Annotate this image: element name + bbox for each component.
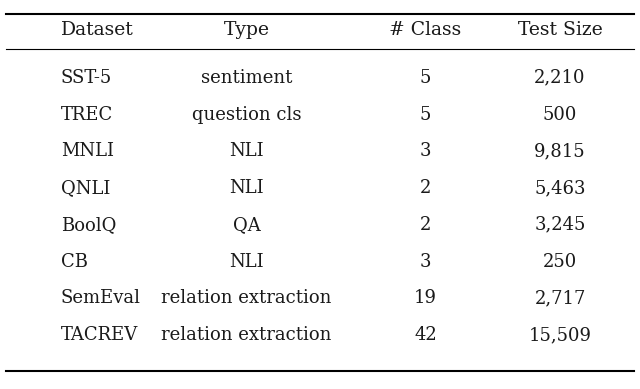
Text: 5: 5 [420,105,431,124]
Text: 2: 2 [420,216,431,234]
Text: TACREV: TACREV [61,326,138,344]
Text: Dataset: Dataset [61,21,134,39]
Text: 3: 3 [420,252,431,271]
Text: TREC: TREC [61,105,113,124]
Text: CB: CB [61,252,88,271]
Text: 42: 42 [414,326,437,344]
Text: 2: 2 [420,179,431,197]
Text: Test Size: Test Size [518,21,602,39]
Text: 500: 500 [543,105,577,124]
Text: MNLI: MNLI [61,142,114,160]
Text: BoolQ: BoolQ [61,216,116,234]
Text: 2,210: 2,210 [534,69,586,87]
Text: 250: 250 [543,252,577,271]
Text: QA: QA [232,216,260,234]
Text: sentiment: sentiment [201,69,292,87]
Text: relation extraction: relation extraction [161,326,332,344]
Text: 15,509: 15,509 [529,326,591,344]
Text: 5: 5 [420,69,431,87]
Text: NLI: NLI [229,142,264,160]
Text: question cls: question cls [191,105,301,124]
Text: SST-5: SST-5 [61,69,112,87]
Text: SemEval: SemEval [61,289,141,307]
Text: 3: 3 [420,142,431,160]
Text: 2,717: 2,717 [534,289,586,307]
Text: # Class: # Class [390,21,461,39]
Text: relation extraction: relation extraction [161,289,332,307]
Text: 3,245: 3,245 [534,216,586,234]
Text: Type: Type [223,21,269,39]
Text: 9,815: 9,815 [534,142,586,160]
Text: 19: 19 [414,289,437,307]
Text: NLI: NLI [229,179,264,197]
Text: QNLI: QNLI [61,179,110,197]
Text: 5,463: 5,463 [534,179,586,197]
Text: NLI: NLI [229,252,264,271]
